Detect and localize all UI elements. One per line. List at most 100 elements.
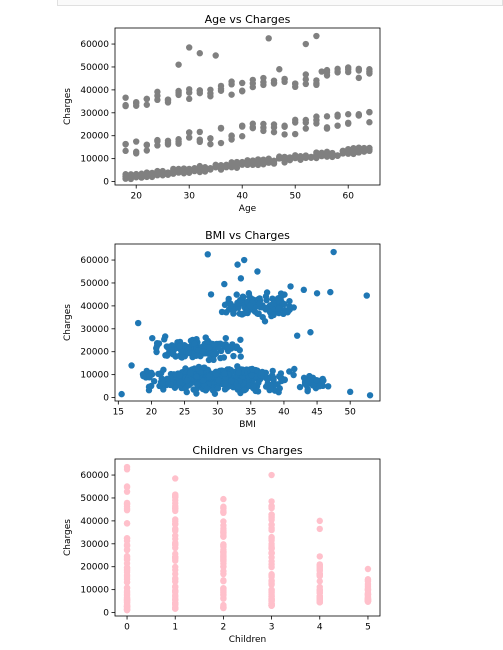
scatter-point bbox=[327, 288, 334, 296]
scatter-point bbox=[276, 153, 283, 160]
scatter-point bbox=[214, 385, 222, 392]
scatter-point bbox=[323, 153, 331, 160]
x-axis-label: BMI bbox=[239, 420, 256, 430]
scatter-point bbox=[284, 309, 291, 316]
scatter-point bbox=[227, 302, 234, 309]
scatter-point bbox=[127, 175, 135, 183]
scatter-point bbox=[207, 135, 214, 142]
scatter-point bbox=[249, 76, 256, 84]
scatter-point bbox=[330, 248, 337, 256]
scatter-point bbox=[345, 68, 352, 76]
scatter-point bbox=[345, 149, 352, 157]
scatter-point bbox=[123, 573, 131, 581]
scatter-point bbox=[297, 156, 304, 163]
scatter-point bbox=[172, 526, 179, 533]
scatter-point bbox=[270, 374, 277, 381]
scatter-point bbox=[244, 160, 251, 167]
scatter-point bbox=[237, 336, 244, 343]
scatter-point bbox=[313, 120, 320, 127]
scatter-point bbox=[187, 369, 194, 377]
y-tick-label: 20000 bbox=[80, 132, 109, 142]
scatter-point bbox=[293, 332, 301, 339]
scatter-point bbox=[268, 526, 275, 534]
x-tick-label: 30 bbox=[183, 192, 195, 202]
scatter-point bbox=[228, 378, 235, 385]
scatter-point bbox=[191, 340, 198, 347]
scatter-point bbox=[268, 580, 275, 587]
y-tick-label: 60000 bbox=[80, 40, 109, 50]
y-tick-label: 30000 bbox=[80, 540, 109, 550]
scatter-point bbox=[287, 283, 294, 290]
scatter-point bbox=[196, 168, 203, 176]
scatter-point bbox=[220, 522, 227, 529]
x-tick-label: 60 bbox=[342, 192, 354, 202]
scatter-point bbox=[172, 605, 179, 612]
scatter-point bbox=[364, 591, 372, 598]
x-tick-label: 25 bbox=[179, 408, 190, 418]
scatter-point bbox=[220, 541, 227, 549]
scatter-point bbox=[290, 371, 297, 379]
scatter-point bbox=[160, 366, 167, 373]
scatter-point bbox=[228, 136, 235, 143]
x-tick-label: 1 bbox=[172, 623, 178, 633]
scatter-point bbox=[175, 169, 182, 176]
scatter-point bbox=[235, 369, 243, 376]
scatter-point bbox=[323, 113, 331, 120]
scatter-point bbox=[176, 379, 183, 386]
scatter-point bbox=[268, 558, 275, 565]
scatter-point bbox=[256, 300, 263, 307]
scatter-point bbox=[140, 372, 147, 380]
scatter-point bbox=[249, 83, 256, 91]
scatter-point bbox=[234, 261, 241, 268]
x-tick-label: 40 bbox=[236, 192, 248, 202]
scatter-point bbox=[134, 319, 142, 327]
scatter-point bbox=[185, 349, 192, 357]
x-tick-label: 50 bbox=[289, 192, 301, 202]
scatter-point bbox=[220, 586, 227, 593]
scatter-point bbox=[249, 365, 256, 373]
scatter-point bbox=[339, 150, 347, 157]
y-tick-label: 10000 bbox=[80, 155, 109, 165]
y-tick-label: 10000 bbox=[80, 371, 109, 381]
scatter-point bbox=[201, 168, 209, 175]
scatter-point bbox=[217, 162, 225, 170]
scatter-point bbox=[220, 577, 227, 584]
x-tick-label: 45 bbox=[311, 408, 322, 418]
scatter-point bbox=[345, 111, 352, 118]
scatter-point bbox=[123, 564, 131, 571]
x-tick-label: 2 bbox=[221, 623, 227, 633]
scatter-point bbox=[262, 305, 269, 312]
scatter-point bbox=[267, 385, 274, 393]
scatter-point bbox=[286, 303, 293, 310]
scatter-point bbox=[155, 370, 162, 378]
scatter-point bbox=[302, 71, 309, 78]
scatter-point bbox=[302, 125, 309, 132]
chart-title: Age vs Charges bbox=[205, 13, 291, 26]
x-axis-label: Children bbox=[229, 635, 266, 645]
y-tick-label: 30000 bbox=[80, 325, 109, 335]
scatter-point bbox=[220, 533, 227, 540]
y-tick-label: 0 bbox=[103, 178, 109, 188]
scatter-point bbox=[183, 377, 191, 384]
scatter-point bbox=[222, 334, 229, 342]
scatter-point bbox=[122, 102, 129, 110]
scatter-point bbox=[323, 125, 331, 132]
x-tick-label: 3 bbox=[269, 623, 275, 633]
scatter-point bbox=[249, 123, 256, 131]
scatter-point bbox=[196, 87, 203, 94]
scatter-point bbox=[270, 158, 278, 165]
scatter-point bbox=[212, 161, 219, 169]
scatter-point bbox=[291, 365, 298, 373]
scatter-point bbox=[320, 377, 327, 384]
scatter-point bbox=[123, 606, 131, 614]
scatter-point bbox=[123, 553, 131, 561]
scatter-point bbox=[191, 166, 198, 174]
scatter-point bbox=[123, 569, 131, 576]
scatter-point bbox=[175, 61, 182, 68]
scatter-point bbox=[313, 113, 320, 120]
scatter-point bbox=[265, 35, 272, 42]
scatter-point bbox=[207, 166, 214, 173]
scatter-point bbox=[281, 159, 288, 166]
scatter-point bbox=[286, 297, 293, 305]
